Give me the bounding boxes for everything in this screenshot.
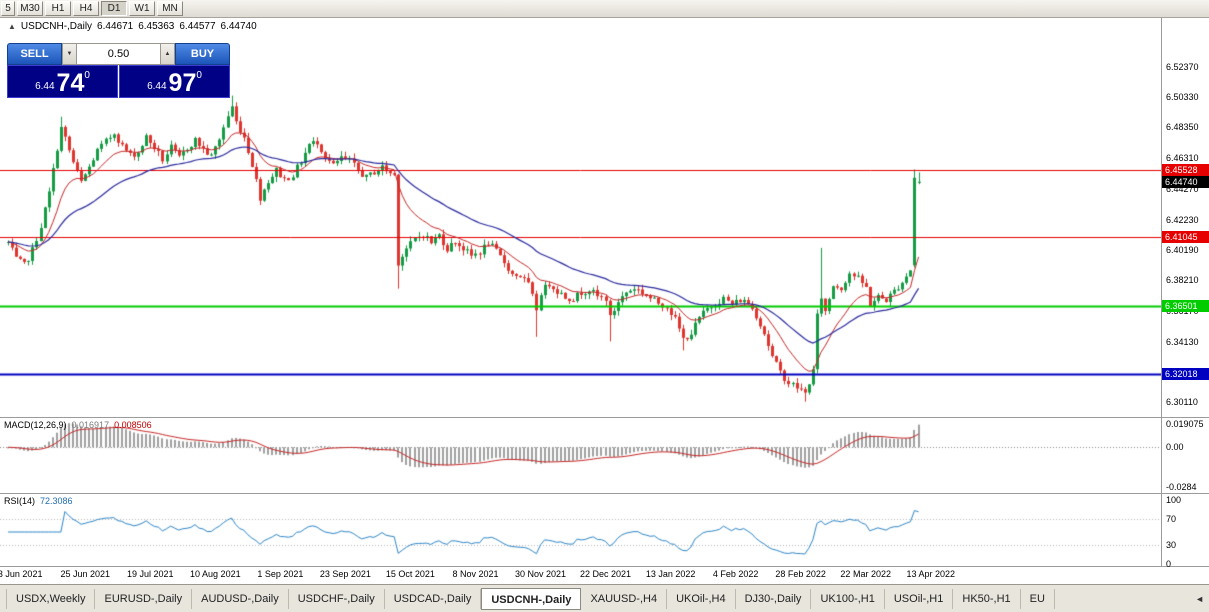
chart-tab-HK50-H1[interactable]: HK50-,H1 <box>953 588 1021 609</box>
hline-price-tag: 6.36501 <box>1162 299 1209 312</box>
hline-price-tag: 6.32018 <box>1162 367 1209 380</box>
sell-button[interactable]: SELL <box>7 43 62 65</box>
chart-tab-DJ30-Daily[interactable]: DJ30-,Daily <box>736 588 812 609</box>
rsi-axis-label: 70 <box>1166 514 1177 525</box>
timeframe-button-5[interactable]: 5 <box>1 1 15 16</box>
price-axis-label: 6.36170 <box>1166 305 1199 316</box>
price-axis-label: 6.40190 <box>1166 245 1199 256</box>
price-axis-label: 6.42230 <box>1166 214 1199 225</box>
rsi-axis-label: 30 <box>1166 539 1177 550</box>
price-axis-label: 6.52370 <box>1166 61 1199 72</box>
date-axis-label: 28 Feb 2022 <box>775 569 826 579</box>
trade-panel-controls: SELL ▼ ▲ BUY <box>7 43 230 65</box>
buy-price-point: 0 <box>196 70 202 81</box>
chart-tab-EURUSD-Daily[interactable]: EURUSD-,Daily <box>95 588 193 609</box>
chart-tab-USDCHF-Daily[interactable]: USDCHF-,Daily <box>289 588 385 609</box>
price-chart-canvas[interactable] <box>0 18 1161 566</box>
macd-axis-label: -0.0284 <box>1166 482 1197 493</box>
date-axis-label: 13 Apr 2022 <box>906 569 956 579</box>
tab-scroll-left-icon[interactable]: ◄ <box>1195 593 1204 604</box>
macd-axis-label: 0.00 <box>1166 442 1184 453</box>
date-axis-label: 25 Jun 2021 <box>60 569 111 579</box>
date-axis-label: 22 Dec 2021 <box>580 569 632 579</box>
date-axis-label: 19 Jul 2021 <box>126 569 174 579</box>
date-axis-label: 23 Sep 2021 <box>319 569 371 579</box>
date-axis-label: 15 Oct 2021 <box>385 569 435 579</box>
chart-tab-UK100-H1[interactable]: UK100-,H1 <box>811 588 885 609</box>
current-price-tag: 6.44740 <box>1162 175 1209 188</box>
date-axis-label: 8 Nov 2021 <box>452 569 499 579</box>
date-axis-label: 30 Nov 2021 <box>514 569 567 579</box>
price-axis-label: 6.38210 <box>1166 275 1199 286</box>
volume-input[interactable] <box>77 43 160 65</box>
chart-tab-USDCNH-Daily[interactable]: USDCNH-,Daily <box>481 587 582 610</box>
macd-signal-value: 0.008506 <box>114 420 152 430</box>
date-axis-label: 10 Aug 2021 <box>190 569 241 579</box>
price-axis-label: 6.50330 <box>1166 92 1199 103</box>
trade-panel-prices: 6.44 74 0 6.44 97 0 <box>7 65 230 98</box>
one-click-trading-panel: SELL ▼ ▲ BUY 6.44 74 0 6.44 97 0 <box>7 43 230 98</box>
timeframe-button-group: 5 M30 H1 H4 D1 W1 MN <box>1 1 183 16</box>
sell-price-point: 0 <box>84 70 90 81</box>
macd-axis-label: 0.019075 <box>1166 419 1204 429</box>
hline-price-tag: 6.41045 <box>1162 231 1209 244</box>
macd-name: MACD(12,26,9) <box>4 420 67 430</box>
volume-decrease-icon[interactable]: ▼ <box>62 43 77 65</box>
chart-tab-UKOil-H4[interactable]: UKOil-,H4 <box>667 588 736 609</box>
timeframe-button-H4[interactable]: H4 <box>73 1 99 16</box>
buy-price-digits: 97 <box>168 69 197 97</box>
chart-tabs: USDX,Weekly EURUSD-,Daily AUDUSD-,Daily USD… <box>6 587 1055 610</box>
date-axis-label: 22 Mar 2022 <box>840 569 891 579</box>
date-axis-separator <box>0 566 1209 567</box>
price-axis-label: 6.46310 <box>1166 153 1199 164</box>
date-axis-label: 3 Jun 2021 <box>0 569 43 579</box>
price-axis-label: 6.30110 <box>1166 397 1198 408</box>
chart-tab-USDCAD-Daily[interactable]: USDCAD-,Daily <box>385 588 482 609</box>
hline-price-tag: 6.45528 <box>1162 163 1209 176</box>
buy-price-prefix: 6.44 <box>147 81 167 92</box>
timeframe-toolbar: 5 M30 H1 H4 D1 W1 MN <box>0 0 1209 18</box>
rsi-axis-label: 100 <box>1166 495 1182 505</box>
sell-price-prefix: 6.44 <box>35 81 55 92</box>
chart-tab-XAUUSD-H4[interactable]: XAUUSD-,H4 <box>581 588 668 609</box>
chart-tab-AUDUSD-Daily[interactable]: AUDUSD-,Daily <box>192 588 289 609</box>
price-axis-label: 6.44270 <box>1166 183 1199 194</box>
chart-tab-bar: USDX,Weekly EURUSD-,Daily AUDUSD-,Daily USD… <box>0 584 1209 612</box>
ohlc-high: 6.45363 <box>138 21 175 32</box>
chart-tab-EU[interactable]: EU <box>1021 588 1055 609</box>
buy-price-display[interactable]: 6.44 97 0 <box>119 65 230 98</box>
timeframe-button-W1[interactable]: W1 <box>129 1 155 16</box>
rsi-panel-splitter[interactable] <box>0 493 1209 494</box>
ohlc-close: 6.44740 <box>220 21 257 32</box>
rsi-value: 72.3086 <box>40 496 73 506</box>
date-axis-label: 4 Feb 2022 <box>712 569 759 579</box>
macd-panel-splitter[interactable] <box>0 417 1209 418</box>
chart-header: ▲ USDCNH-,Daily 6.44671 6.45363 6.44577 … <box>8 21 257 32</box>
timeframe-button-H1[interactable]: H1 <box>45 1 71 16</box>
trade-panel-toggle-icon[interactable]: ▲ <box>8 22 16 31</box>
macd-indicator-label: MACD(12,26,9) 0.016917 0.008506 <box>4 420 152 430</box>
price-axis-separator <box>1161 18 1162 566</box>
price-axis-label: 6.48350 <box>1166 122 1199 133</box>
ohlc-low: 6.44577 <box>179 21 216 32</box>
chart-tab-USOil-H1[interactable]: USOil-,H1 <box>885 588 954 609</box>
buy-button[interactable]: BUY <box>175 43 230 65</box>
timeframe-button-M30[interactable]: M30 <box>17 1 43 16</box>
chart-tab-USDX-Weekly[interactable]: USDX,Weekly <box>6 588 96 609</box>
date-axis-label: 13 Jan 2022 <box>645 569 696 579</box>
sell-price-display[interactable]: 6.44 74 0 <box>7 65 118 98</box>
chart-symbol-period: USDCNH-,Daily <box>20 21 93 32</box>
volume-increase-icon[interactable]: ▲ <box>160 43 175 65</box>
timeframe-button-MN[interactable]: MN <box>157 1 183 16</box>
rsi-axis-label: 0 <box>1166 559 1172 569</box>
price-axis-label: 6.34130 <box>1166 336 1199 347</box>
date-axis-label: 1 Sep 2021 <box>257 569 304 579</box>
sell-price-digits: 74 <box>56 69 85 97</box>
ohlc-open: 6.44671 <box>97 21 134 32</box>
rsi-indicator-label: RSI(14) 72.3086 <box>4 496 73 506</box>
rsi-name: RSI(14) <box>4 496 36 506</box>
macd-main-value: 0.016917 <box>71 420 110 430</box>
timeframe-button-D1[interactable]: D1 <box>101 1 127 16</box>
